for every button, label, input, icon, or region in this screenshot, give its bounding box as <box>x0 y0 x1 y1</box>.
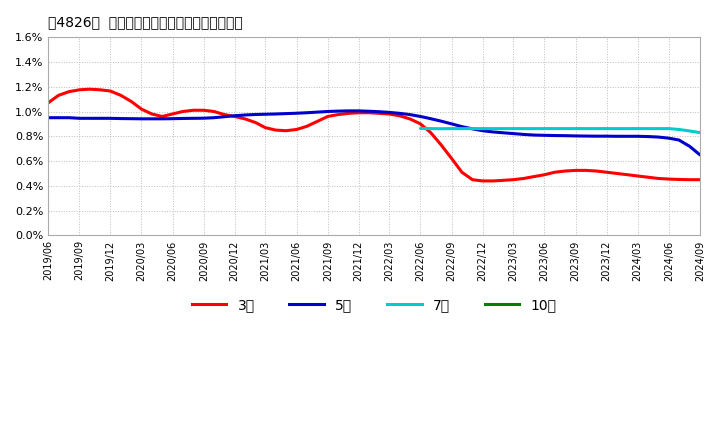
Legend: 3年, 5年, 7年, 10年: 3年, 5年, 7年, 10年 <box>186 293 562 318</box>
Text: ［4826］  経常利益マージンの標準偏差の推移: ［4826］ 経常利益マージンの標準偏差の推移 <box>48 15 243 29</box>
